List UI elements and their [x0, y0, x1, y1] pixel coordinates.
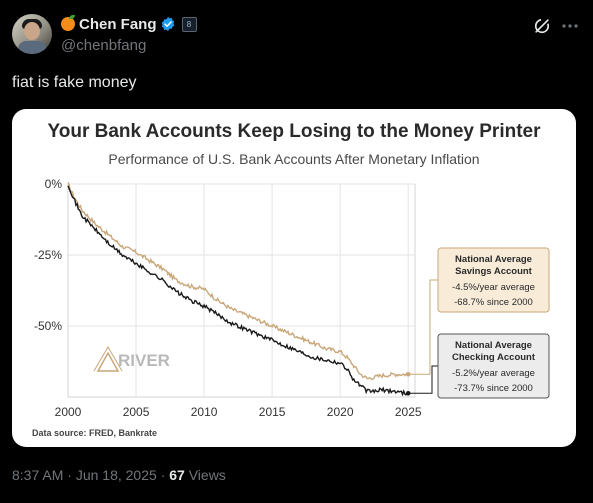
author-row: Chen Fang 8 — [61, 14, 197, 34]
chart-image-card[interactable]: Your Bank Accounts Keep Losing to the Mo… — [12, 109, 576, 447]
svg-text:-68.7% since 2000: -68.7% since 2000 — [454, 297, 533, 308]
post-meta: 8:37 AM · Jun 18, 2025 · 67 Views — [12, 467, 226, 483]
verified-badge-icon[interactable] — [160, 16, 176, 32]
meta-separator: · — [160, 467, 170, 483]
avatar-face — [24, 22, 40, 40]
meta-separator: · — [67, 467, 76, 483]
y-axis: 0% -25% -50% — [34, 177, 62, 333]
svg-text:National Average: National Average — [455, 340, 532, 351]
chart-title: Your Bank Accounts Keep Losing to the Mo… — [47, 121, 541, 142]
svg-text:Checking Account: Checking Account — [452, 352, 536, 363]
views-count: 67 — [169, 467, 185, 483]
avatar-shirt — [18, 41, 46, 54]
river-watermark: RIVER — [93, 346, 170, 372]
avatar[interactable] — [12, 14, 52, 54]
x-axis: 2000 2005 2010 2015 2020 2025 — [55, 405, 422, 419]
author-handle[interactable]: @chenbfang — [61, 37, 147, 54]
y-tick-label: -25% — [34, 248, 62, 262]
savings-callout: National Average Savings Account -4.5%/y… — [437, 247, 550, 313]
callout-connectors — [405, 279, 438, 396]
svg-text:RIVER: RIVER — [118, 351, 170, 370]
y-tick-label: -50% — [34, 319, 62, 333]
views-label: Views — [188, 467, 226, 483]
grok-icon[interactable] — [532, 16, 552, 36]
x-tick-label: 2020 — [327, 405, 354, 419]
svg-text:-4.5%/year average: -4.5%/year average — [452, 282, 535, 293]
data-source-note: Data source: FRED, Bankrate — [32, 428, 158, 438]
svg-text:-5.2%/year average: -5.2%/year average — [452, 368, 535, 379]
tweet-text: fiat is fake money — [12, 74, 137, 91]
savings-line — [67, 182, 409, 381]
x-tick-label: 2010 — [191, 405, 218, 419]
x-tick-label: 2015 — [259, 405, 286, 419]
orange-emoji-icon — [61, 15, 75, 31]
post-date[interactable]: Jun 18, 2025 — [75, 467, 157, 483]
post-time[interactable]: 8:37 AM — [12, 467, 64, 483]
svg-text:National Average: National Average — [455, 254, 532, 265]
more-options-icon[interactable] — [560, 16, 580, 36]
svg-text:Savings Account: Savings Account — [455, 266, 533, 277]
line-chart: 0% -25% -50% 2000 2005 2010 2015 2020 2025 RIVE… — [34, 177, 550, 419]
chart-subtitle: Performance of U.S. Bank Accounts After … — [108, 151, 480, 167]
x-tick-label: 2005 — [123, 405, 150, 419]
checking-line — [67, 185, 409, 397]
svg-text:-73.7% since 2000: -73.7% since 2000 — [454, 383, 533, 394]
checking-callout: National Average Checking Account -5.2%/… — [437, 333, 550, 399]
x-tick-label: 2025 — [395, 405, 422, 419]
affiliate-badge-icon[interactable]: 8 — [181, 16, 197, 32]
author-name[interactable]: Chen Fang — [79, 15, 157, 33]
chart-grid — [67, 183, 416, 398]
x-tick-label: 2000 — [55, 405, 82, 419]
y-tick-label: 0% — [45, 177, 63, 191]
